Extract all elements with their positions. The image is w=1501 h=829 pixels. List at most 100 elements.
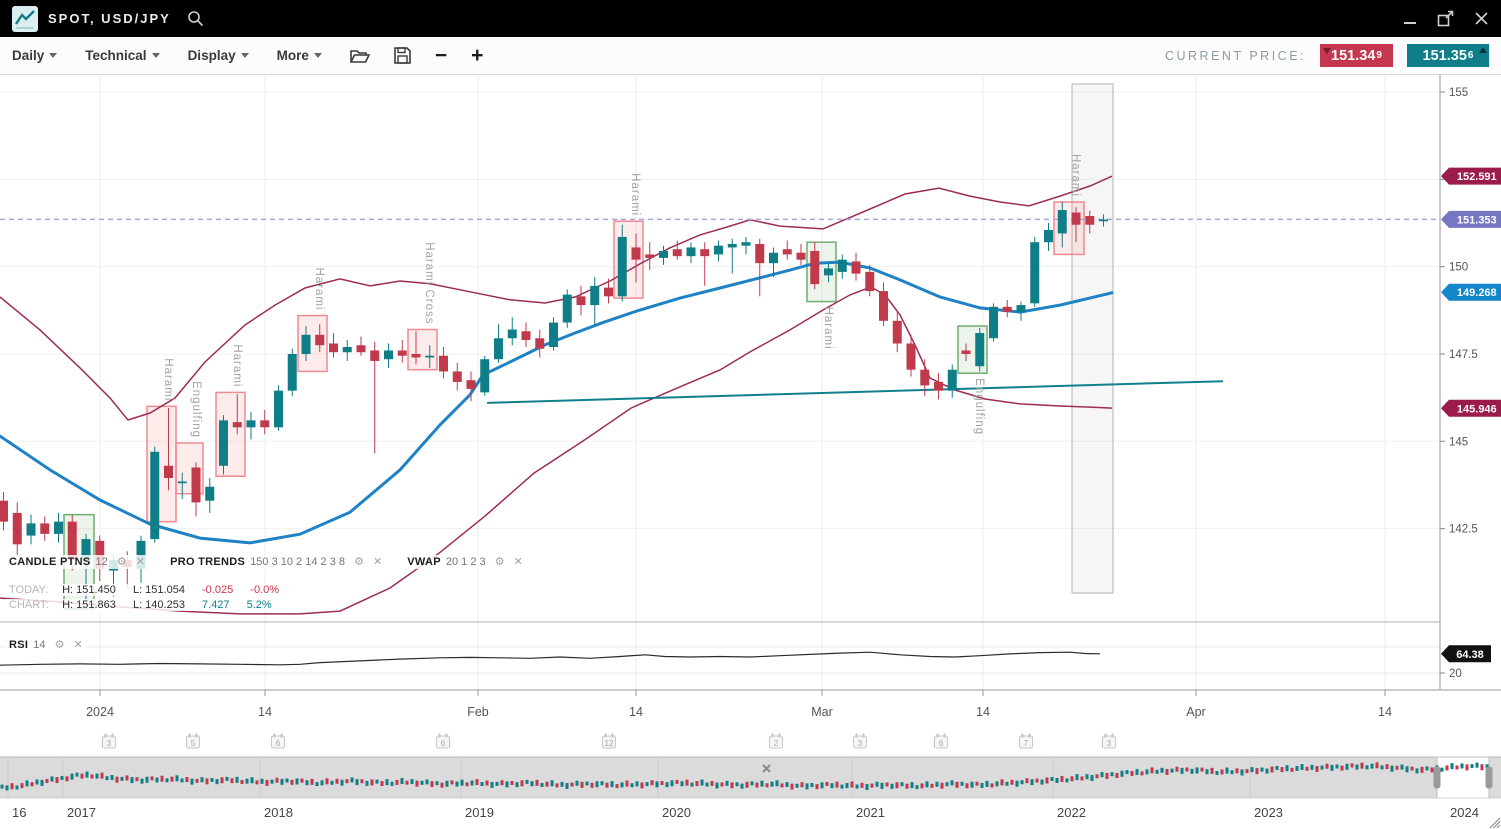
price-axis-label: 150 <box>1449 262 1468 274</box>
candlestick <box>494 338 503 360</box>
navigator-mini-candle <box>460 779 464 786</box>
close-icon[interactable]: ✕ <box>513 556 523 568</box>
menu-display[interactable]: Display <box>188 48 249 63</box>
candlestick <box>755 243 765 264</box>
gear-icon[interactable]: ⚙ <box>54 639 65 651</box>
navigator-mini-candle <box>180 778 184 783</box>
open-folder-icon[interactable] <box>349 48 370 64</box>
candlestick <box>439 355 448 372</box>
candlestick <box>356 345 366 353</box>
rsi-legend: RSI 14 ⚙ ✕ <box>6 638 102 652</box>
calendar-icon[interactable] <box>1019 735 1033 749</box>
navigator-mini-candle <box>1155 769 1159 774</box>
pattern-label: Harami <box>162 358 174 401</box>
gear-icon[interactable]: ⚙ <box>116 556 127 568</box>
price-badge <box>1441 283 1501 301</box>
candlestick <box>1002 306 1012 313</box>
calendar-icon[interactable] <box>853 735 867 749</box>
candlestick <box>26 523 36 536</box>
resize-grip[interactable] <box>1496 824 1501 829</box>
calendar-icon[interactable] <box>602 735 616 749</box>
navigator-mini-candle <box>120 776 124 781</box>
navigator-mini-candle <box>25 780 29 787</box>
navigator-mini-candle <box>1370 763 1374 769</box>
navigator-handle[interactable] <box>1485 766 1493 789</box>
navigator-mini-candle <box>790 783 794 790</box>
navigator-mini-candle <box>130 777 134 784</box>
navigator-mini-candle <box>1040 779 1044 785</box>
calendar-icon[interactable] <box>1102 735 1116 749</box>
minimize-icon[interactable] <box>1403 12 1417 26</box>
popout-icon[interactable] <box>1437 10 1454 27</box>
zoom-in-button[interactable]: + <box>471 43 484 67</box>
calendar-icon[interactable] <box>769 735 783 749</box>
resize-grip[interactable] <box>1489 817 1501 829</box>
navigator-mini-candle <box>305 780 309 786</box>
candlestick <box>40 523 50 534</box>
navigator-mini-candle <box>515 782 519 788</box>
calendar-icon[interactable] <box>436 735 450 749</box>
calendar-icon[interactable] <box>186 735 200 749</box>
gear-icon[interactable]: ⚙ <box>494 556 505 568</box>
navigator-mini-candle <box>535 779 539 786</box>
x-axis-label: 14 <box>629 705 643 719</box>
candlestick <box>645 254 655 258</box>
navigator-close-icon[interactable] <box>762 764 771 773</box>
navigator-mini-candle <box>435 781 439 786</box>
navigator-mini-candle <box>1335 764 1339 769</box>
save-icon[interactable] <box>394 47 411 64</box>
navigator-mini-candle <box>190 778 194 785</box>
resize-grip[interactable] <box>1493 821 1501 829</box>
candlestick <box>521 331 531 341</box>
navigator-mini-candle <box>285 778 289 783</box>
navigator-mini-candle <box>965 783 969 789</box>
navigator-mini-candle <box>255 780 259 785</box>
candlestick <box>989 306 998 339</box>
navigator-selection[interactable] <box>1436 756 1490 799</box>
menu-daily[interactable]: Daily <box>12 48 58 63</box>
navigator-mini-candle <box>275 777 279 783</box>
close-icon[interactable] <box>1474 11 1489 26</box>
candlestick <box>329 343 338 353</box>
candlestick <box>672 249 682 257</box>
calendar-marker-label: 6 <box>441 739 446 748</box>
candlestick <box>205 486 215 501</box>
navigator-mini-candle <box>45 778 49 783</box>
gear-icon[interactable]: ⚙ <box>354 556 364 568</box>
calendar-icon-ring <box>771 733 774 738</box>
candlestick <box>397 350 407 356</box>
close-icon[interactable]: ✕ <box>135 556 145 568</box>
navigator-mini-candle <box>1220 769 1224 775</box>
navigator-mini-candle <box>795 783 799 788</box>
menu-more[interactable]: More <box>277 48 322 63</box>
calendar-icon[interactable] <box>102 735 116 749</box>
navigator-mini-candle <box>10 783 14 790</box>
navigator-mini-candle <box>715 782 719 789</box>
zoom-out-button[interactable]: − <box>434 43 448 67</box>
price-chart[interactable]: Harami Engulfing Harami Harami Harami Cross H… <box>0 75 1501 829</box>
navigator-mini-candle <box>1395 765 1399 770</box>
navigator-mini-candle <box>980 782 984 788</box>
navigator-mini-candle <box>80 773 84 779</box>
navigator-mini-candle <box>1165 768 1169 775</box>
calendar-icon[interactable] <box>934 735 948 749</box>
search-icon[interactable] <box>187 10 204 27</box>
bid-price[interactable]: 151.34 9 <box>1320 44 1393 67</box>
navigator-mini-candle <box>125 775 129 781</box>
candlestick <box>342 346 352 353</box>
menu-technical[interactable]: Technical <box>85 48 160 63</box>
navigator-mini-candle <box>995 781 999 787</box>
candlestick <box>1016 305 1026 313</box>
close-icon[interactable]: ✕ <box>73 639 83 651</box>
navigator-mini-candle <box>975 781 979 786</box>
ask-price[interactable]: 151.35 6 <box>1407 44 1489 67</box>
navigator-handle[interactable] <box>1433 766 1441 789</box>
close-icon[interactable]: ✕ <box>373 556 383 568</box>
navigator-mini-candle <box>910 782 914 789</box>
calendar-icon[interactable] <box>271 735 285 749</box>
calendar-icon-ring <box>1021 733 1024 738</box>
navigator-mini-candle <box>675 779 679 784</box>
navigator-mini-candle <box>1025 778 1029 784</box>
navigator-mini-candle <box>1480 764 1484 771</box>
candlestick <box>136 540 146 569</box>
